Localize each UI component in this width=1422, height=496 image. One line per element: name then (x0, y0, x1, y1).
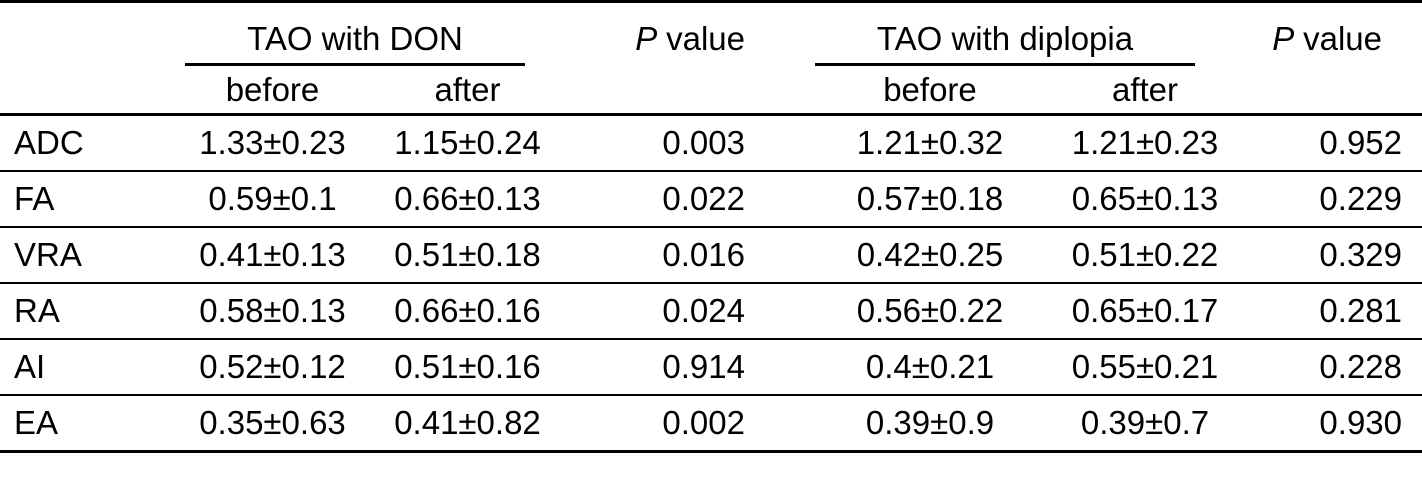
cell-p-value-diplopia: 0.329 (1319, 236, 1403, 273)
cell-diplopia-after: 1.21±0.23 (1071, 124, 1219, 161)
row-label: EA (14, 404, 59, 441)
p-value-header-rest: value (1303, 20, 1383, 57)
cell-diplopia-before: 1.21±0.32 (856, 124, 1004, 161)
table-row: RA 0.58±0.13 0.66±0.16 0.024 0.56±0.22 0… (0, 283, 1422, 339)
column-group-tao-diplopia-label: TAO with diplopia (815, 20, 1196, 66)
cell-don-before: 1.33±0.23 (199, 124, 346, 161)
cell-p-value-don: 0.914 (662, 348, 745, 385)
cell-diplopia-before: 0.56±0.22 (856, 292, 1004, 329)
cell-diplopia-after: 0.51±0.22 (1071, 236, 1219, 273)
table-row: EA 0.35±0.63 0.41±0.82 0.002 0.39±0.9 0.… (0, 395, 1422, 452)
cell-p-value-diplopia: 0.229 (1319, 180, 1403, 217)
cell-p-value-diplopia: 0.228 (1319, 348, 1403, 385)
cell-don-after: 0.66±0.13 (394, 180, 541, 217)
cell-diplopia-after: 0.65±0.13 (1071, 180, 1219, 217)
cell-don-before: 0.35±0.63 (199, 404, 346, 441)
cell-don-before: 0.41±0.13 (199, 236, 346, 273)
cell-p-value-diplopia: 0.952 (1319, 124, 1403, 161)
column-group-tao-diplopia: TAO with diplopia (790, 2, 1220, 66)
cell-diplopia-before: 0.42±0.25 (856, 236, 1004, 273)
cell-don-after: 0.66±0.16 (394, 292, 541, 329)
cell-diplopia-after: 0.65±0.17 (1071, 292, 1219, 329)
row-label: AI (14, 348, 46, 385)
cell-p-value-don: 0.003 (662, 124, 745, 161)
row-label: FA (14, 180, 55, 217)
table-row: AI 0.52±0.12 0.51±0.16 0.914 0.4±0.21 0.… (0, 339, 1422, 395)
table-row: VRA 0.41±0.13 0.51±0.18 0.016 0.42±0.25 … (0, 227, 1422, 283)
subheader-before-don: before (225, 70, 320, 108)
row-label: RA (14, 292, 60, 329)
column-group-tao-don: TAO with DON (160, 2, 550, 66)
cell-don-after: 0.51±0.18 (394, 236, 541, 273)
table-row: ADC 1.33±0.23 1.15±0.24 0.003 1.21±0.32 … (0, 115, 1422, 171)
cell-p-value-diplopia: 0.281 (1319, 292, 1403, 329)
cell-diplopia-before: 0.4±0.21 (865, 348, 995, 385)
cell-don-before: 0.58±0.13 (199, 292, 346, 329)
empty-cell (1220, 66, 1422, 115)
p-value-header-italic-p: P (635, 20, 658, 57)
cell-p-value-don: 0.024 (662, 292, 745, 329)
subheader-after-don: after (434, 70, 501, 108)
row-label: ADC (14, 124, 84, 161)
row-label: VRA (14, 236, 82, 273)
cell-p-value-don: 0.016 (662, 236, 745, 273)
cell-diplopia-after: 0.39±0.7 (1080, 404, 1210, 441)
cell-don-after: 0.41±0.82 (394, 404, 541, 441)
p-value-header-rest: value (666, 20, 745, 57)
cell-diplopia-before: 0.39±0.9 (865, 404, 995, 441)
table-row: FA 0.59±0.1 0.66±0.13 0.022 0.57±0.18 0.… (0, 171, 1422, 227)
cell-p-value-don: 0.002 (662, 404, 745, 441)
cell-don-after: 0.51±0.16 (394, 348, 541, 385)
cell-p-value-diplopia: 0.930 (1319, 404, 1403, 441)
corner-empty-cell (0, 2, 160, 67)
cell-don-after: 1.15±0.24 (394, 124, 541, 161)
sub-header-row: before after before after (0, 66, 1422, 115)
p-value-header-italic-p: P (1272, 20, 1295, 57)
column-group-tao-don-label: TAO with DON (185, 20, 525, 66)
cell-don-before: 0.59±0.1 (208, 180, 337, 217)
cell-diplopia-before: 0.57±0.18 (856, 180, 1004, 217)
subheader-after-diplopia: after (1111, 70, 1179, 108)
subheader-before-diplopia: before (883, 70, 977, 108)
cell-diplopia-after: 0.55±0.21 (1071, 348, 1219, 385)
empty-cell (550, 66, 790, 115)
table-body: ADC 1.33±0.23 1.15±0.24 0.003 1.21±0.32 … (0, 115, 1422, 452)
empty-cell (0, 66, 160, 115)
cell-p-value-don: 0.022 (662, 180, 745, 217)
cell-don-before: 0.52±0.12 (199, 348, 346, 385)
